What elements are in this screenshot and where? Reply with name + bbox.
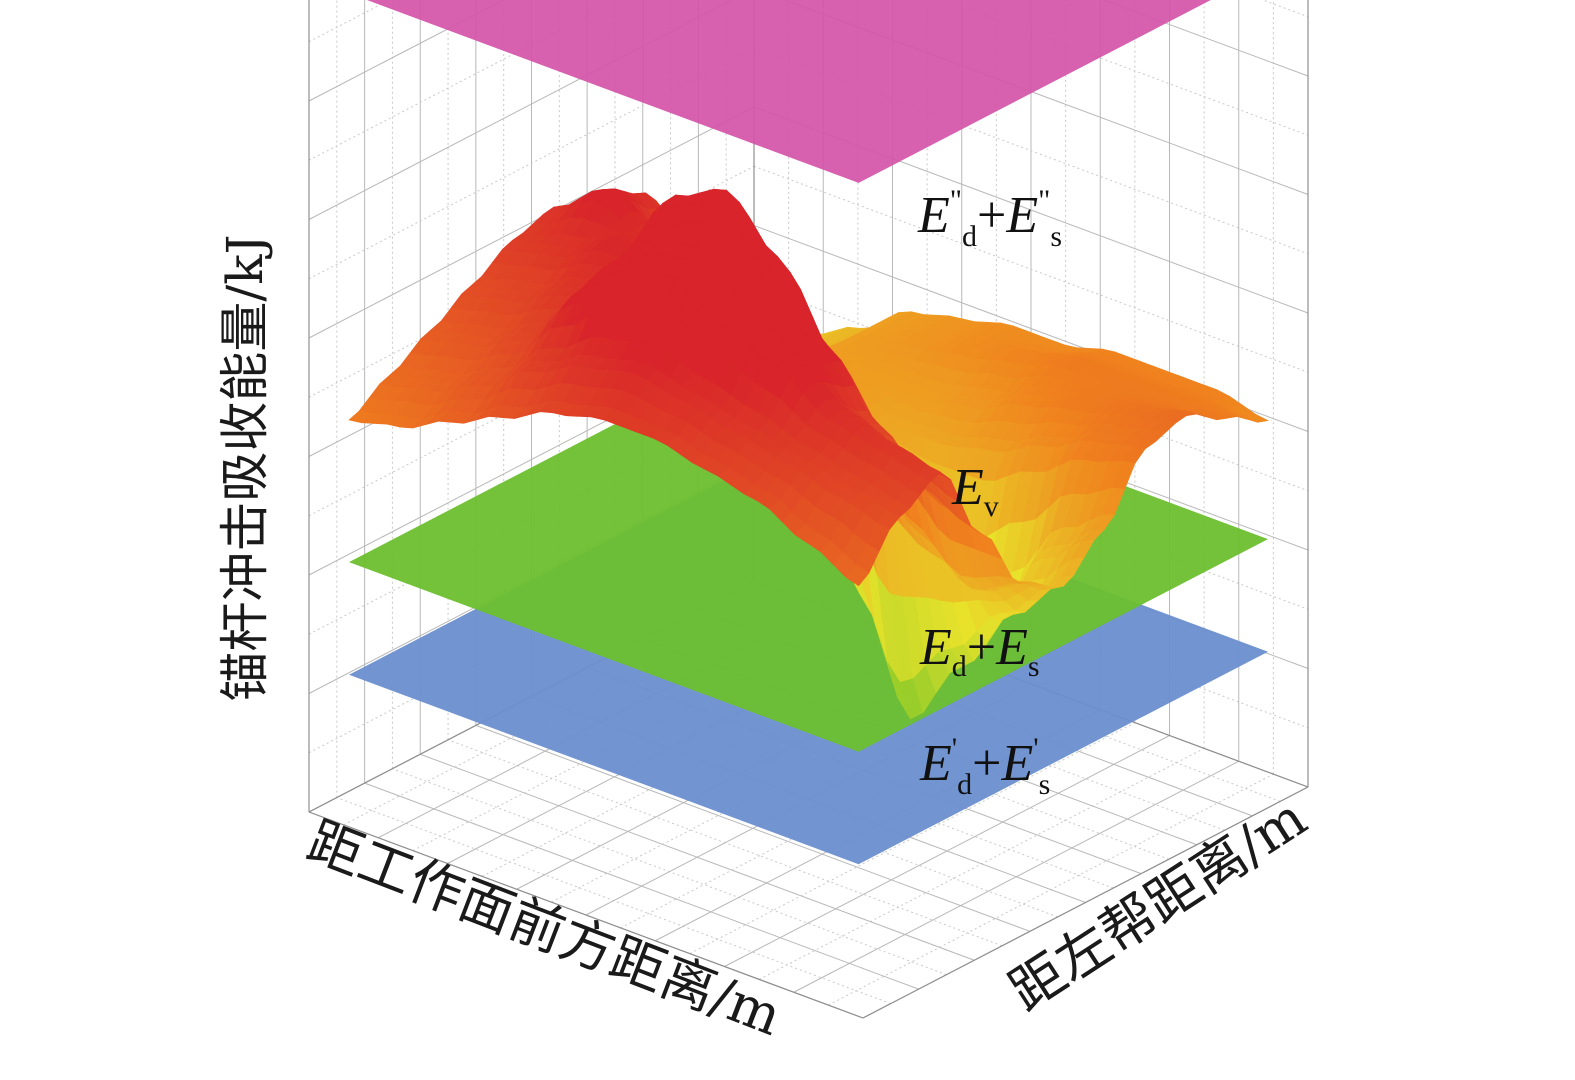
label-part: s — [1028, 650, 1040, 683]
upper-plane-label: E"d+E"s — [917, 184, 1062, 253]
label-part: + — [977, 187, 1006, 244]
wall-grid-line — [308, 0, 505, 102]
label-part: E — [1005, 187, 1038, 244]
x-axis-title: 距工作面前方距离/m — [299, 809, 790, 1048]
box-edge — [308, 811, 864, 1019]
label-part: E — [951, 459, 984, 516]
lower-plane-label: E'd+E's — [919, 732, 1050, 801]
surface-facet — [845, 564, 870, 587]
label-part: ' — [1033, 732, 1038, 765]
middle-plane-label: Ed+Es — [919, 619, 1040, 683]
wall-grid-line — [753, 165, 1309, 373]
wall-grid-line — [308, 47, 755, 280]
y-axis-title: 距左帮距离/m — [998, 786, 1317, 1024]
z-axis-title: 锚杆冲击吸收能量/kJ — [216, 234, 274, 701]
upper-plane-layer — [367, 0, 1211, 183]
label-part: E — [995, 619, 1028, 676]
label-part: d — [957, 768, 972, 801]
label-part: E — [919, 619, 952, 676]
label-part: + — [967, 619, 996, 676]
label-part: E — [919, 735, 952, 792]
middle-plane-layer — [349, 349, 1268, 752]
wall-grid-line — [1102, 0, 1309, 77]
plane-labels: E"d+E"sEd+EsE'd+E'sEv — [917, 184, 1062, 801]
label-part: d — [952, 650, 967, 683]
surface-label: Ev — [951, 459, 999, 523]
label-part: s — [1039, 768, 1051, 801]
label-part: E — [1001, 735, 1034, 792]
label-part: " — [1038, 184, 1050, 217]
middle-energy-plane — [349, 349, 1268, 752]
label-part: E — [917, 187, 950, 244]
label-part: " — [950, 184, 962, 217]
label-part: v — [984, 490, 999, 523]
label-part: d — [962, 220, 977, 253]
wall-grid-line — [753, 47, 1309, 255]
label-part: s — [1050, 220, 1062, 253]
label-part: ' — [952, 732, 957, 765]
label-part: + — [972, 735, 1001, 792]
box-edge — [862, 786, 1309, 1019]
upper-energy-plane — [367, 0, 1211, 183]
wall-grid-line — [308, 106, 755, 339]
energy-surface — [348, 188, 1269, 720]
